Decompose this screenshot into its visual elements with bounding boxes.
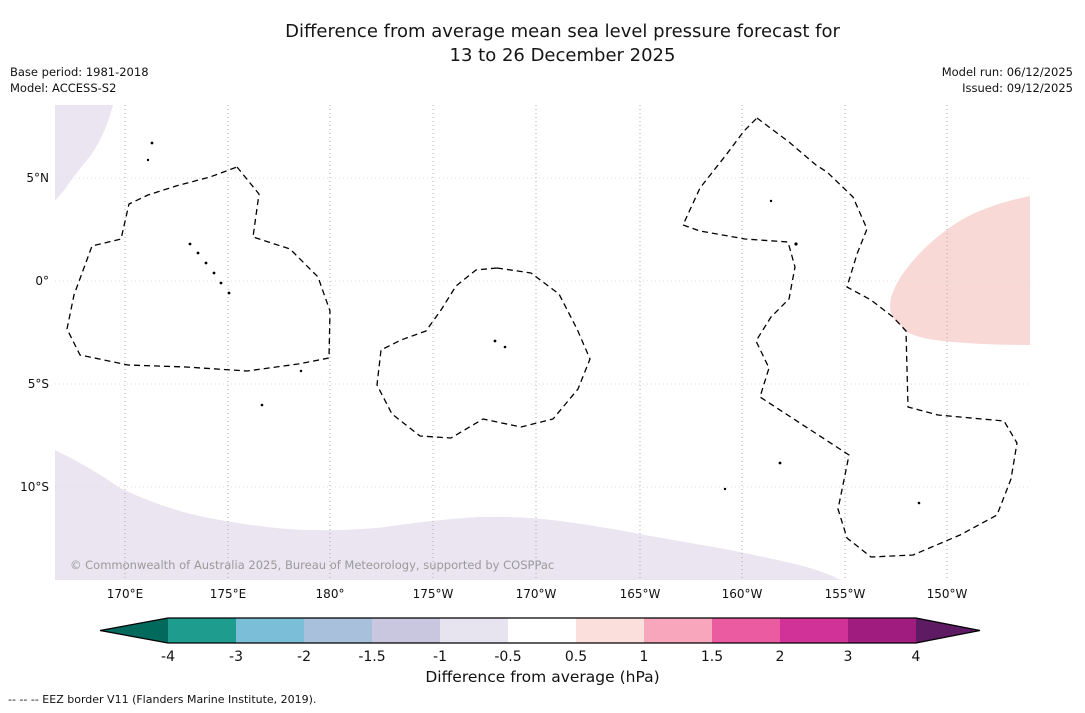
lat-tick-label: 5°S — [27, 377, 49, 391]
colorbar-tick-label: -1 — [433, 649, 447, 665]
colorbar-tick-label: 3 — [844, 649, 853, 665]
issued-text: Issued: 09/12/2025 — [962, 80, 1073, 95]
colorbar-tick-label: -2 — [297, 649, 311, 665]
negative-anomaly-region-south — [55, 450, 841, 580]
eez-border-east — [682, 117, 1018, 558]
island-dot — [150, 141, 154, 145]
island-dot — [212, 271, 216, 275]
colorbar-tick-label: 0.5 — [565, 649, 587, 665]
lon-tick-label: 150°W — [926, 587, 968, 601]
colorbar-segment — [236, 618, 304, 643]
lon-tick-label: 175°W — [412, 587, 454, 601]
negative-anomaly-region-northwest — [55, 105, 113, 201]
colorbar-tick-label: -4 — [161, 649, 175, 665]
colorbar-tick-label: -0.5 — [494, 649, 521, 665]
copyright-text: © Commonwealth of Australia 2025, Bureau… — [70, 558, 554, 572]
island-dot — [219, 281, 223, 285]
anomaly-shading-layer — [55, 105, 1030, 580]
colorbar-tick-label: -3 — [229, 649, 243, 665]
colorbar-tick-label: 4 — [912, 649, 921, 665]
eez-border-west — [66, 166, 331, 372]
eez-border-central — [376, 267, 591, 439]
map-area: © Commonwealth of Australia 2025, Bureau… — [20, 105, 1030, 601]
lon-tick-label: 155°W — [824, 587, 866, 601]
island-dot — [227, 291, 231, 295]
positive-anomaly-region-east — [890, 196, 1030, 345]
colorbar-segment — [780, 618, 848, 643]
lon-tick-label: 170°W — [515, 587, 557, 601]
colorbar: -4 -3 -2 -1.5 -1 -0.5 0.5 1 1.5 2 3 4 — [99, 617, 981, 665]
island-dot — [794, 242, 798, 246]
island-dot — [493, 339, 497, 343]
lon-tick-label: 165°W — [619, 587, 661, 601]
lon-tick-label: 180° — [315, 587, 345, 601]
model-text: Model: ACCESS-S2 — [10, 80, 117, 95]
model-info: Base period: 1981-2018 Model: ACCESS-S2 — [10, 65, 149, 96]
lon-tick-label: 175°E — [209, 587, 247, 601]
lat-tick-label: 5°N — [26, 171, 49, 185]
colorbar-outline — [99, 617, 981, 644]
eez-border-layer — [66, 117, 1018, 558]
graticule-layer — [55, 105, 1030, 580]
title-line-2: 13 to 26 December 2025 — [449, 44, 676, 66]
colorbar-segment — [168, 618, 236, 643]
island-dot — [778, 461, 782, 465]
island-dot — [723, 487, 727, 491]
colorbar-tick-label: 2 — [776, 649, 785, 665]
island-dot — [917, 501, 921, 505]
colorbar-tick-label: 1 — [640, 649, 649, 665]
colorbar-under-arrow — [100, 618, 168, 643]
lat-tick-label: 0° — [35, 274, 49, 288]
island-dot — [146, 158, 150, 162]
colorbar-segment — [576, 618, 644, 643]
island-dot — [260, 403, 264, 407]
page-title: Difference from average mean sea level p… — [70, 20, 1055, 68]
model-run-text: Model run: 06/12/2025 — [941, 65, 1073, 79]
colorbar-segment — [304, 618, 372, 643]
island-dot — [188, 242, 192, 246]
pacific-map: © Commonwealth of Australia 2025, Bureau… — [55, 105, 1030, 580]
colorbar-axis-label: Difference from average (hPa) — [425, 668, 660, 686]
title-line-1: Difference from average mean sea level p… — [285, 21, 840, 42]
island-dot — [769, 199, 773, 203]
colorbar-segment — [712, 618, 780, 643]
colorbar-segment — [644, 618, 712, 643]
base-period-text: Base period: 1981-2018 — [10, 65, 149, 79]
colorbar-tick-label: -1.5 — [358, 649, 385, 665]
island-dot — [299, 369, 303, 373]
eez-footnote: -- -- -- EEZ border V11 (Flanders Marine… — [8, 693, 317, 706]
island-dots-layer — [146, 141, 921, 505]
lon-tick-label: 170°E — [106, 587, 144, 601]
colorbar-tick-label: 1.5 — [701, 649, 723, 665]
island-dot — [204, 261, 208, 265]
lat-tick-label: 10°S — [20, 480, 49, 494]
colorbar-segment — [440, 618, 508, 643]
run-info: Model run: 06/12/2025 Issued: 09/12/2025 — [942, 65, 1073, 96]
colorbar-segment — [848, 618, 916, 643]
colorbar-over-arrow — [916, 618, 980, 643]
colorbar-segment — [508, 618, 576, 643]
island-dot — [503, 345, 507, 349]
island-dot — [196, 251, 200, 255]
lon-tick-label: 160°W — [721, 587, 763, 601]
colorbar-segment — [372, 618, 440, 643]
